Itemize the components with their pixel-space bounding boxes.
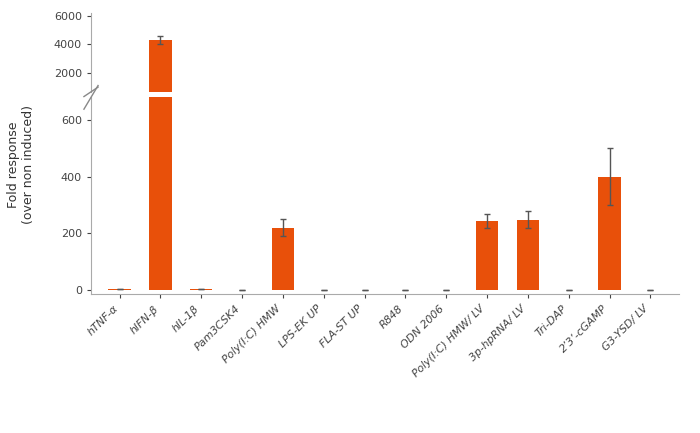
Bar <box>272 98 294 102</box>
Bar <box>190 289 213 290</box>
Bar <box>476 221 498 290</box>
Bar <box>598 96 621 102</box>
Bar <box>598 177 621 290</box>
Bar <box>517 220 539 290</box>
Bar <box>517 98 539 102</box>
Bar <box>476 98 498 102</box>
Bar <box>108 289 131 290</box>
Bar <box>149 0 172 290</box>
Bar <box>272 228 294 290</box>
Text: Fold response
(over non induced): Fold response (over non induced) <box>7 105 35 224</box>
Bar <box>149 40 172 102</box>
